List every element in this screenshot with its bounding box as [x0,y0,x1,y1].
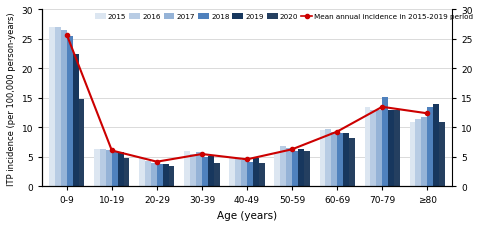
Bar [112,151,117,187]
Bar [382,97,388,187]
Legend: 2015, 2016, 2017, 2018, 2019, 2020, Mean annual incidence in 2015-2019 period: 2015, 2016, 2017, 2018, 2019, 2020, Mean… [95,14,473,20]
Bar [394,110,400,187]
Bar [230,157,235,187]
Bar [343,134,349,187]
Bar [55,28,61,187]
Mean annual incidence in 2015-2019 period [154,161,160,163]
Bar [433,104,439,187]
Bar [416,119,422,187]
Bar [258,163,264,187]
Mean annual incidence in 2015-2019 period [199,153,205,156]
Bar [332,133,337,187]
Bar [422,117,427,187]
Mean annual incidence in 2015-2019 period [289,148,295,151]
Bar [274,153,280,187]
Bar [236,159,241,187]
Bar [427,107,433,187]
Bar [124,158,130,187]
Mean annual incidence in 2015-2019 period [244,158,250,161]
Bar [337,134,343,187]
Mean annual incidence in 2015-2019 period [424,112,430,115]
Mean annual incidence in 2015-2019 period [109,149,115,152]
Bar [168,166,174,187]
Y-axis label: ITP incidence (per 100,000 person-years): ITP incidence (per 100,000 person-years) [7,12,16,185]
Bar [364,107,370,187]
Bar [163,164,168,187]
Bar [439,122,445,187]
Bar [241,160,247,187]
Bar [320,131,326,187]
Bar [72,54,78,187]
X-axis label: Age (years): Age (years) [217,210,277,220]
Bar [208,156,214,187]
Bar [280,147,286,187]
Bar [157,164,163,187]
Bar [67,37,72,187]
Bar [376,110,382,187]
Bar [298,150,304,187]
Bar [78,100,84,187]
Bar [140,157,145,187]
Bar [388,110,394,187]
Mean annual incidence in 2015-2019 period [334,131,340,133]
Bar [214,163,220,187]
Bar [410,122,416,187]
Line: Mean annual incidence in 2015-2019 period: Mean annual incidence in 2015-2019 perio… [64,34,430,164]
Bar [151,163,157,187]
Bar [106,150,112,187]
Bar [253,158,258,187]
Bar [196,153,202,187]
Bar [304,151,310,187]
Bar [118,153,124,187]
Bar [61,31,67,187]
Bar [202,157,208,187]
Bar [94,149,100,187]
Mean annual incidence in 2015-2019 period [64,34,70,37]
Bar [370,110,376,187]
Bar [190,154,196,187]
Bar [286,148,292,187]
Bar [292,151,298,187]
Bar [184,151,190,187]
Bar [100,150,106,187]
Bar [49,28,55,187]
Mean annual incidence in 2015-2019 period [379,106,385,109]
Bar [326,129,332,187]
Bar [247,162,253,187]
Bar [349,138,354,187]
Bar [145,161,151,187]
